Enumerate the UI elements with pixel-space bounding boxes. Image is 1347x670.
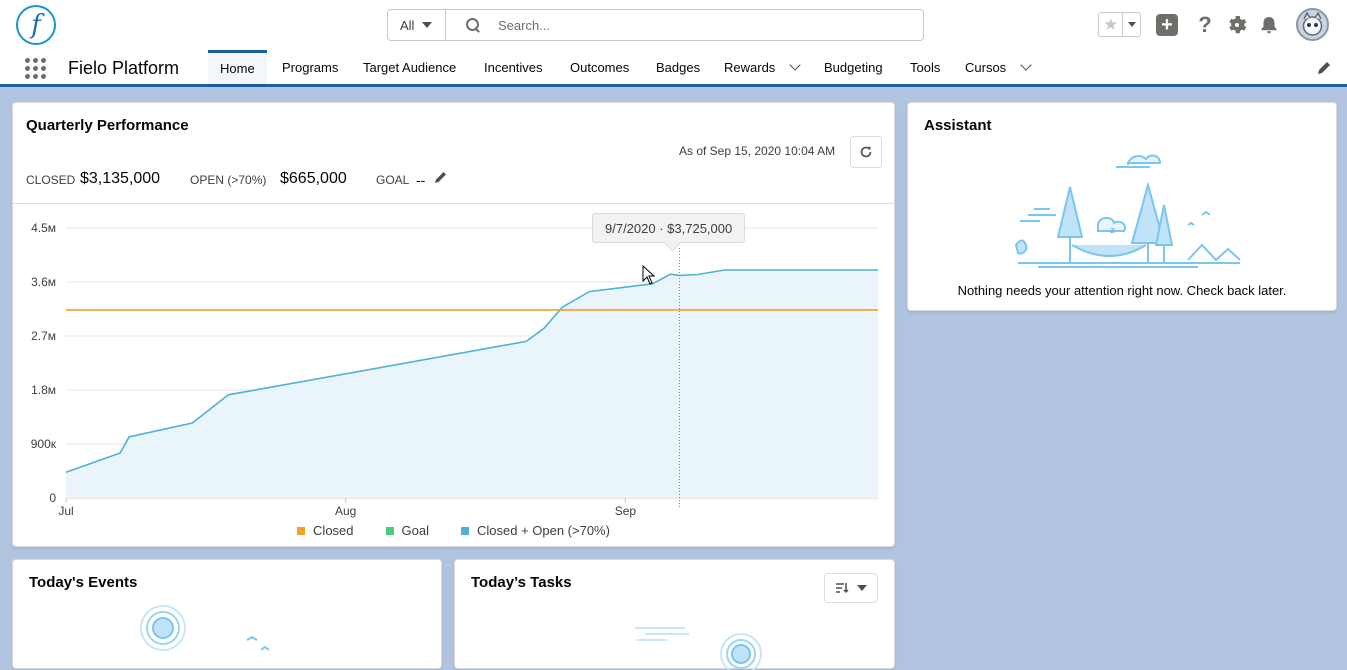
- legend-swatch: [385, 526, 394, 535]
- tab-label: Badges: [656, 59, 701, 75]
- hammock-illustration: z: [1014, 154, 1241, 268]
- tab-budgeting[interactable]: Budgeting: [812, 50, 895, 84]
- search-icon: [466, 18, 480, 32]
- tab-incentives[interactable]: Incentives: [472, 50, 555, 84]
- tab-label: Cursos: [965, 59, 1007, 75]
- legend-swatch: [297, 526, 306, 535]
- closed-value: $3,135,000: [80, 170, 161, 187]
- x-tick-label: Aug: [335, 504, 356, 518]
- app-name: Fielo Platform: [68, 58, 180, 78]
- tab-target-audience[interactable]: Target Audience: [351, 50, 468, 84]
- legend-label: Closed: [313, 523, 354, 538]
- y-tick-label: 1.8м: [31, 383, 56, 397]
- todays-tasks-card: Today’s Tasks: [454, 559, 895, 670]
- todays-events-card: Today's Events: [12, 559, 442, 669]
- quarterly-performance-card: Quarterly Performance As of Sep 15, 2020…: [12, 102, 895, 547]
- favorites-menu-button[interactable]: [1122, 13, 1140, 36]
- card-title: Quarterly Performance: [26, 117, 189, 134]
- app-launcher-icon[interactable]: [25, 58, 46, 79]
- events-illustration: [140, 605, 270, 651]
- tab-label: Budgeting: [824, 59, 883, 75]
- tab-rewards[interactable]: Rewards: [712, 50, 811, 84]
- search-scope-select[interactable]: All: [388, 10, 446, 40]
- y-tick-label: 2.7м: [31, 329, 56, 343]
- open-label: OPEN (>70%): [190, 173, 267, 187]
- y-tick-label: 900к: [31, 437, 57, 451]
- chevron-down-icon: [1127, 22, 1136, 27]
- legend-swatch: [460, 526, 469, 535]
- tab-cursos[interactable]: Cursos: [953, 50, 1042, 84]
- x-tick-label: Sep: [615, 504, 637, 518]
- tab-home[interactable]: Home: [208, 50, 267, 84]
- svg-text:z: z: [1110, 226, 1115, 236]
- tab-label: Tools: [910, 59, 941, 75]
- favorites-button[interactable]: ★: [1098, 12, 1141, 37]
- y-tick-label: 4.5м: [31, 221, 56, 235]
- global-actions-plus-icon[interactable]: +: [1156, 14, 1178, 36]
- app-navigation: Fielo Platform Home Programs Target Audi…: [0, 50, 1347, 87]
- tab-label: Rewards: [724, 59, 776, 75]
- tasks-illustration: [635, 627, 762, 670]
- chevron-down-icon[interactable]: [789, 58, 801, 71]
- edit-goal-pencil-icon[interactable]: [434, 170, 448, 184]
- tab-label: Target Audience: [363, 59, 457, 75]
- chevron-down-icon: [422, 22, 433, 28]
- goal-value: --: [416, 172, 426, 188]
- card-title: Today’s Tasks: [471, 574, 572, 591]
- refresh-button[interactable]: [850, 136, 882, 168]
- mouse-cursor-icon: [642, 265, 656, 285]
- tab-outcomes[interactable]: Outcomes: [558, 50, 641, 84]
- x-tick-label: Jul: [58, 504, 73, 518]
- card-title: Assistant: [924, 117, 992, 134]
- assistant-empty-message: Nothing needs your attention right now. …: [957, 283, 1287, 298]
- closed-open-area-fill: [66, 270, 878, 498]
- goal-label: GOAL: [376, 173, 410, 187]
- tab-label: Incentives: [484, 59, 543, 75]
- edit-nav-pencil-icon[interactable]: [1316, 60, 1332, 76]
- fielo-logo[interactable]: f: [16, 5, 56, 45]
- as-of-timestamp: As of Sep 15, 2020 10:04 AM: [679, 144, 836, 158]
- chart-legend: Closed Goal Closed + Open (>70%): [13, 523, 894, 538]
- search-input[interactable]: [496, 16, 896, 34]
- help-icon[interactable]: ?: [1198, 12, 1212, 37]
- chevron-down-icon: [857, 585, 867, 591]
- bell-icon[interactable]: [1258, 14, 1280, 36]
- y-tick-label: 3.6м: [31, 275, 56, 289]
- y-tick-label: 0: [49, 491, 56, 505]
- assistant-card: Assistant z Nothing needs your attention…: [907, 102, 1337, 311]
- legend-label: Goal: [401, 523, 429, 538]
- legend-item-closed-open[interactable]: Closed + Open (>70%): [460, 523, 610, 538]
- global-search: All: [387, 9, 924, 41]
- chart-tooltip: 9/7/2020 · $3,725,000: [592, 213, 746, 243]
- legend-item-goal[interactable]: Goal: [385, 523, 429, 538]
- tab-label: Outcomes: [570, 59, 630, 75]
- chevron-down-icon[interactable]: [1020, 58, 1032, 71]
- sort-list-icon: [836, 583, 849, 594]
- global-header: f All ★ + ?: [0, 0, 1347, 50]
- closed-label: CLOSED: [26, 173, 76, 187]
- tab-badges[interactable]: Badges: [644, 50, 712, 84]
- task-filter-button[interactable]: [824, 573, 878, 603]
- chart-divider: [13, 203, 894, 204]
- star-icon[interactable]: ★: [1103, 14, 1119, 34]
- open-value: $665,000: [280, 170, 347, 187]
- legend-label: Closed + Open (>70%): [476, 523, 610, 538]
- tab-label: Home: [220, 61, 255, 76]
- performance-chart: 0 900к 1.8м 2.7м 3.6м 4.5м Jul Aug Sep: [31, 221, 878, 518]
- tab-tools[interactable]: Tools: [898, 50, 952, 84]
- gear-icon[interactable]: [1226, 14, 1248, 36]
- user-avatar[interactable]: [1296, 8, 1329, 41]
- closed-open-series-line: [65, 269, 878, 473]
- card-title: Today's Events: [29, 574, 138, 591]
- refresh-icon: [860, 146, 872, 158]
- tab-programs[interactable]: Programs: [270, 50, 350, 84]
- legend-item-closed[interactable]: Closed: [297, 523, 354, 538]
- search-scope-label: All: [400, 17, 415, 33]
- tab-label: Programs: [282, 59, 339, 75]
